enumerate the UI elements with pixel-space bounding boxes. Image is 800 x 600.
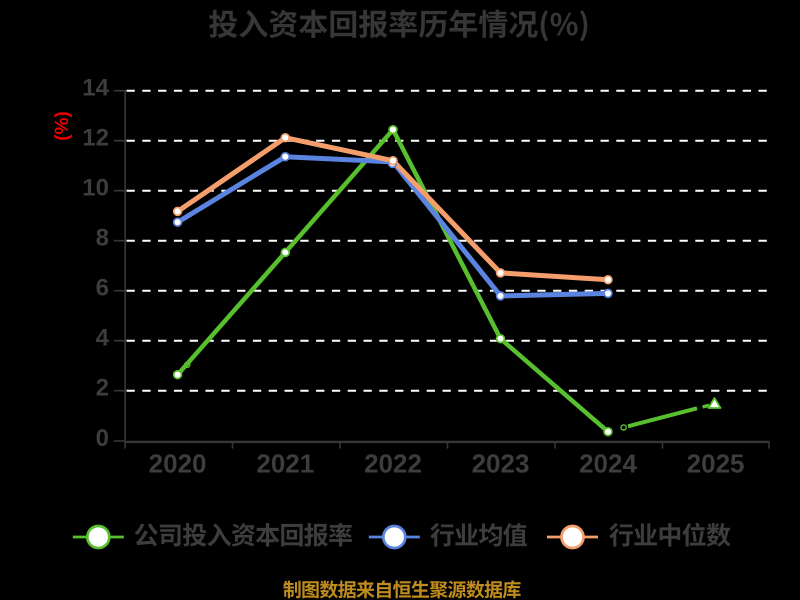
svg-text:8: 8 bbox=[96, 225, 109, 252]
svg-text:10: 10 bbox=[82, 175, 109, 202]
svg-text:14: 14 bbox=[82, 75, 109, 102]
svg-text:2: 2 bbox=[96, 375, 109, 402]
svg-text:0: 0 bbox=[96, 425, 109, 452]
svg-text:2021: 2021 bbox=[256, 449, 314, 479]
svg-text:2022: 2022 bbox=[364, 449, 422, 479]
svg-text:6: 6 bbox=[96, 275, 109, 302]
svg-text:2020: 2020 bbox=[149, 449, 207, 479]
svg-text:2023: 2023 bbox=[472, 449, 530, 479]
svg-text:4: 4 bbox=[96, 325, 110, 352]
svg-text:2025: 2025 bbox=[687, 449, 745, 479]
svg-text:12: 12 bbox=[82, 125, 109, 152]
svg-text:2024: 2024 bbox=[579, 449, 637, 479]
